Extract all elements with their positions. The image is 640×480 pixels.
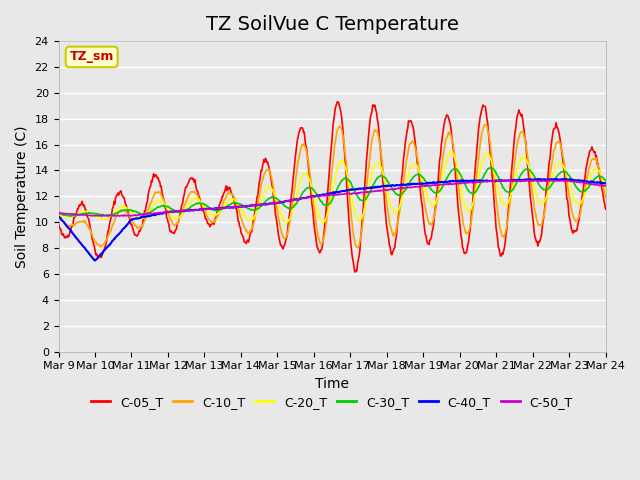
Legend: C-05_T, C-10_T, C-20_T, C-30_T, C-40_T, C-50_T: C-05_T, C-10_T, C-20_T, C-30_T, C-40_T, … [86, 391, 578, 414]
C-05_T [416, 184, 424, 190]
C-05_T [400, 153, 408, 159]
C-20_T [602, 187, 609, 192]
C-50_T [65, 211, 72, 216]
C-30_T [206, 205, 214, 211]
C-20_T [54, 210, 62, 216]
Line: C-30_T: C-30_T [58, 168, 605, 216]
C-50_T [98, 214, 106, 219]
C-50_T [500, 177, 508, 183]
C-50_T [54, 210, 62, 216]
C-40_T [206, 206, 214, 212]
Title: TZ SoilVue C Temperature: TZ SoilVue C Temperature [205, 15, 458, 34]
Line: C-10_T: C-10_T [58, 125, 605, 248]
C-05_T [334, 99, 342, 105]
C-50_T [206, 206, 214, 212]
C-50_T [177, 208, 185, 214]
C-05_T [351, 269, 359, 275]
C-20_T [415, 169, 423, 175]
C-20_T [319, 219, 326, 225]
C-40_T [415, 181, 423, 187]
C-40_T [602, 180, 609, 186]
C-05_T [205, 222, 213, 228]
C-10_T [121, 208, 129, 214]
C-40_T [399, 182, 407, 188]
C-30_T [65, 213, 72, 218]
C-30_T [54, 211, 62, 217]
C-40_T [65, 225, 72, 231]
Line: C-50_T: C-50_T [58, 180, 605, 216]
C-30_T [415, 171, 423, 177]
C-10_T [399, 182, 407, 188]
C-40_T [54, 214, 62, 219]
C-10_T [483, 122, 490, 128]
C-05_T [602, 206, 609, 212]
C-30_T [67, 213, 74, 219]
C-50_T [122, 213, 129, 218]
C-20_T [448, 148, 456, 154]
C-20_T [205, 209, 213, 215]
C-10_T [54, 211, 62, 216]
C-05_T [54, 221, 62, 227]
C-30_T [122, 207, 129, 213]
C-10_T [65, 224, 72, 230]
C-30_T [399, 190, 407, 195]
C-20_T [177, 214, 184, 219]
C-05_T [65, 234, 72, 240]
Line: C-05_T: C-05_T [58, 102, 605, 272]
C-30_T [602, 178, 609, 183]
Y-axis label: Soil Temperature (C): Soil Temperature (C) [15, 125, 29, 267]
C-05_T [177, 212, 184, 217]
C-30_T [486, 165, 493, 170]
C-50_T [399, 185, 407, 191]
C-40_T [552, 176, 560, 182]
Line: C-20_T: C-20_T [58, 151, 605, 222]
C-20_T [399, 191, 407, 197]
C-20_T [65, 213, 72, 218]
C-40_T [122, 224, 129, 230]
X-axis label: Time: Time [315, 377, 349, 391]
C-10_T [205, 217, 213, 223]
C-40_T [92, 258, 99, 264]
C-30_T [177, 209, 185, 215]
C-10_T [602, 194, 609, 200]
C-10_T [354, 245, 362, 251]
C-05_T [121, 198, 129, 204]
C-50_T [415, 184, 423, 190]
C-40_T [177, 208, 185, 214]
Line: C-40_T: C-40_T [58, 179, 605, 261]
C-10_T [177, 213, 184, 219]
Text: TZ_sm: TZ_sm [70, 50, 114, 63]
C-50_T [602, 183, 609, 189]
C-10_T [415, 167, 423, 172]
C-20_T [121, 204, 129, 209]
